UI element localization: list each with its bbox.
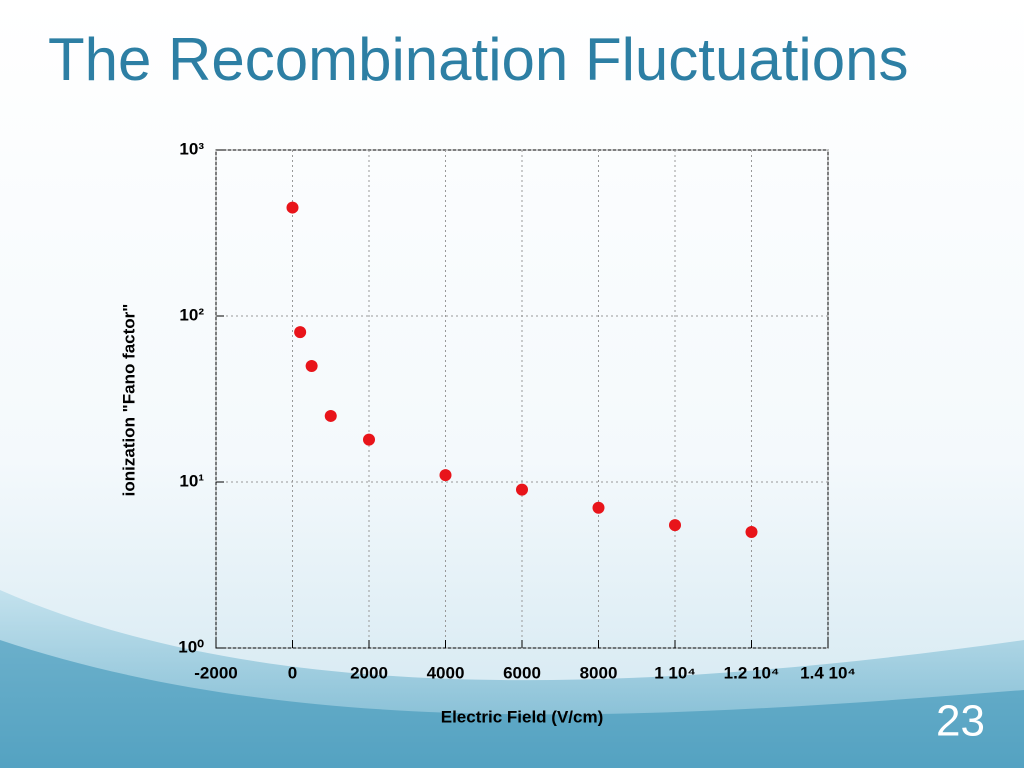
x-tick-label: 1.2 10⁴ xyxy=(724,663,780,682)
point xyxy=(745,525,758,538)
y-tick-label: 10² xyxy=(179,305,204,324)
y-tick-label: 10³ xyxy=(179,139,204,158)
x-tick-label: 2000 xyxy=(350,663,388,682)
x-tick-label: 1 10⁴ xyxy=(654,663,696,682)
y-tick-label: 10¹ xyxy=(179,471,204,490)
y-axis-label: ionization "Fano factor" xyxy=(119,304,138,497)
x-tick-label: 6000 xyxy=(503,663,541,682)
point xyxy=(305,359,318,372)
x-tick-label: -2000 xyxy=(194,663,237,682)
title: The Recombination Fluctuations xyxy=(48,26,908,93)
point xyxy=(592,501,605,514)
point xyxy=(669,519,681,532)
slide-number: 23 xyxy=(936,697,985,746)
x-tick-label: 1.4 10⁴ xyxy=(800,663,856,682)
point xyxy=(294,326,307,339)
x-tick-label: 0 xyxy=(288,663,297,682)
point xyxy=(439,469,452,482)
point xyxy=(516,483,528,496)
x-tick-label: 4000 xyxy=(427,663,465,682)
y-tick-label: 10⁰ xyxy=(178,637,204,656)
point xyxy=(324,409,337,422)
point xyxy=(363,433,375,446)
wave xyxy=(0,640,1024,768)
point xyxy=(286,201,299,214)
x-axis-label: Electric Field (V/cm) xyxy=(441,707,604,726)
x-tick-label: 8000 xyxy=(580,663,618,682)
